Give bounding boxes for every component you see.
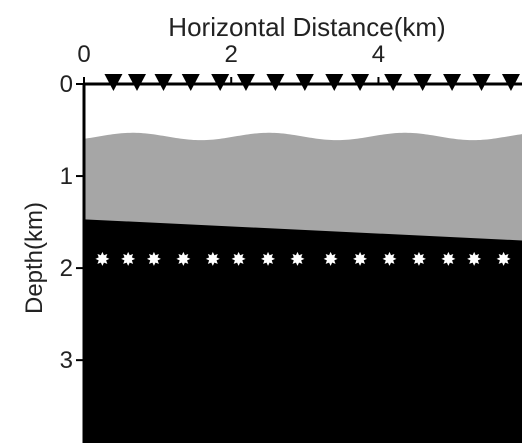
source-star: [95, 251, 110, 266]
source-star: [467, 251, 482, 266]
x-tick-label: 4: [372, 41, 385, 68]
receiver-triangle: [325, 74, 344, 91]
source-markers: [95, 251, 511, 266]
receiver-triangle: [211, 74, 230, 91]
y-tick-label: 1: [60, 163, 73, 190]
x-tick-label: 2: [225, 41, 238, 68]
source-star: [231, 251, 246, 266]
source-star: [441, 251, 456, 266]
receiver-triangle: [181, 74, 200, 91]
layer-model: [84, 84, 522, 443]
y-axis-label: Depth(km): [21, 202, 48, 314]
source-star: [205, 251, 220, 266]
receiver-triangle: [472, 74, 491, 91]
receiver-triangle: [351, 74, 370, 91]
source-star: [323, 251, 338, 266]
source-star: [121, 251, 136, 266]
lower-layer: [84, 219, 522, 443]
x-tick-label: 0: [77, 41, 90, 68]
receiver-triangle: [443, 74, 462, 91]
source-star: [176, 251, 191, 266]
receiver-markers: [104, 74, 520, 91]
source-star: [382, 251, 397, 266]
receiver-triangle: [236, 74, 255, 91]
figure-title: Horizontal Distance(km): [168, 12, 445, 42]
receiver-triangle: [501, 74, 520, 91]
source-star: [146, 251, 161, 266]
source-star: [261, 251, 276, 266]
receiver-triangle: [266, 74, 285, 91]
y-tick-label: 3: [60, 347, 73, 374]
y-tick-label: 2: [60, 255, 73, 282]
receiver-triangle: [413, 74, 432, 91]
source-star: [290, 251, 305, 266]
receiver-triangle: [384, 74, 403, 91]
source-star: [353, 251, 368, 266]
receiver-triangle: [154, 74, 173, 91]
receiver-triangle: [104, 74, 123, 91]
source-star: [496, 251, 511, 266]
receiver-triangle: [295, 74, 314, 91]
y-tick-label: 0: [60, 71, 73, 98]
source-star: [411, 251, 426, 266]
receiver-triangle: [128, 74, 147, 91]
